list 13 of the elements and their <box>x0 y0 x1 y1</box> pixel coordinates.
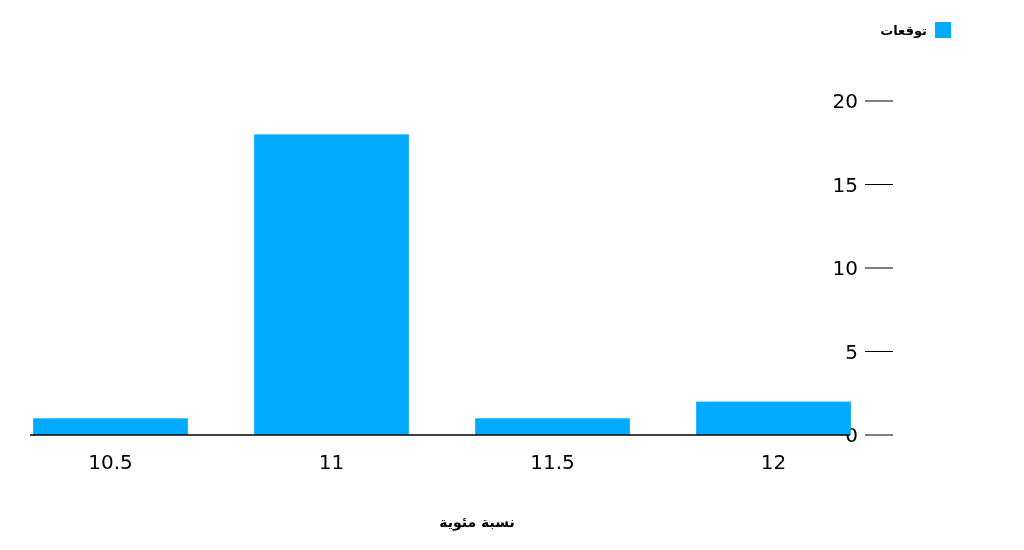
x-tick-label: 10.5 <box>88 450 133 474</box>
y-tick-label: 15 <box>832 172 858 197</box>
x-tick-label: 11 <box>318 450 345 474</box>
y-tick-label: 10 <box>832 256 858 280</box>
x-tick-label: 12 <box>760 450 787 474</box>
bar <box>33 418 188 435</box>
x-axis-title: نسبة مئوية <box>439 514 515 531</box>
y-tick-label: 20 <box>832 89 858 113</box>
y-tick-label: 5 <box>845 339 858 364</box>
bar <box>254 134 409 435</box>
x-tick-label: 11.5 <box>530 450 575 474</box>
bar <box>475 418 630 435</box>
legend-label: توقعات <box>880 23 927 38</box>
